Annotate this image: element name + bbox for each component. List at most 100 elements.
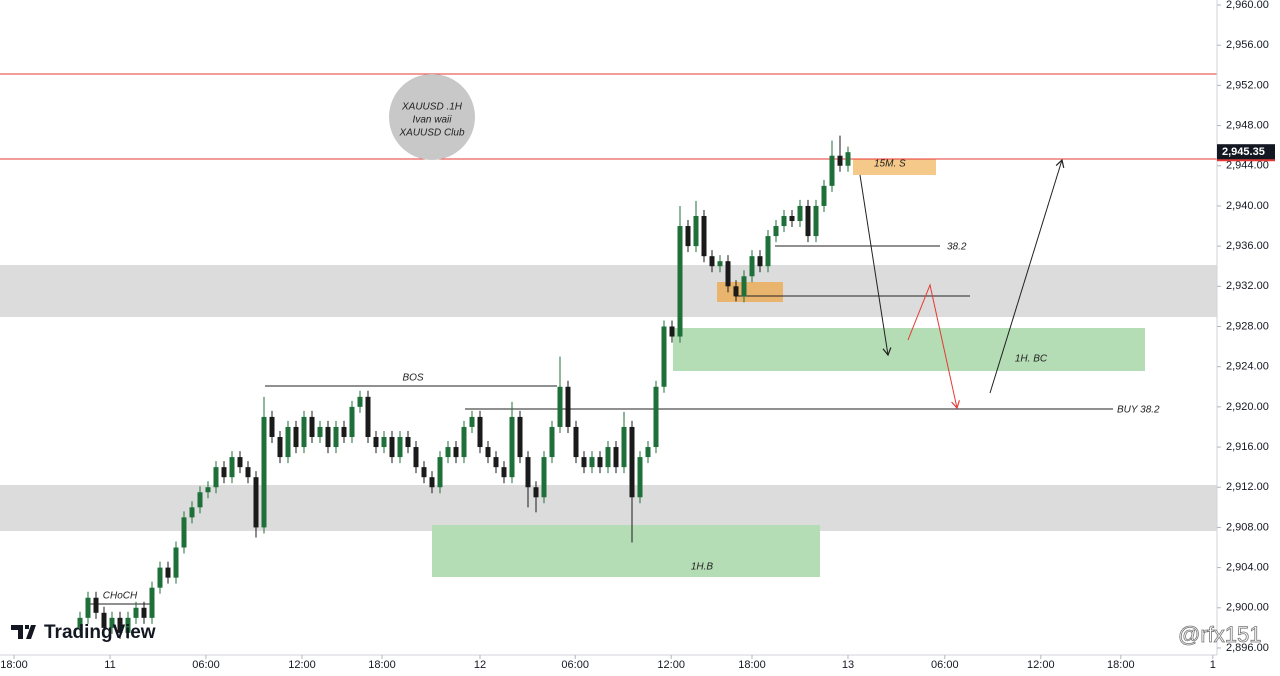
candle-body xyxy=(541,457,547,498)
candle-body xyxy=(285,426,291,458)
candle-body xyxy=(277,437,283,458)
x-tick-label: 18:00 xyxy=(368,659,396,671)
candle-body xyxy=(93,597,99,613)
y-tick-label: 2,952.00 xyxy=(1226,79,1269,91)
candle-body xyxy=(629,426,635,498)
candle-body xyxy=(357,396,363,407)
candle-body xyxy=(101,612,107,628)
candle-body xyxy=(493,457,499,468)
candle-body xyxy=(453,447,459,458)
logo-icon xyxy=(11,625,36,639)
candle-body xyxy=(445,447,451,458)
candle-body xyxy=(709,256,715,267)
candle-body xyxy=(797,205,803,222)
annotation: 38.2 xyxy=(947,242,967,253)
annotation: 15M. S xyxy=(874,159,906,170)
candle-body xyxy=(157,567,163,588)
candle-body xyxy=(165,567,171,578)
candles xyxy=(77,135,851,639)
candle-body xyxy=(149,587,155,618)
x-tick-label: 12:00 xyxy=(288,659,316,671)
candle-body xyxy=(501,467,507,478)
candle-body xyxy=(77,617,83,628)
arrow xyxy=(859,174,892,357)
x-tick-label: 06:00 xyxy=(561,659,589,671)
gray-zone xyxy=(0,265,1217,317)
candle-body xyxy=(517,416,523,458)
last-price-label: 2,945.35 xyxy=(1222,146,1265,158)
candle-body xyxy=(461,426,467,458)
candle-body xyxy=(381,437,387,448)
y-tick-label: 2,924.00 xyxy=(1226,361,1269,373)
candle-body xyxy=(613,447,619,468)
annotation: BUY 38.2 xyxy=(1117,405,1160,416)
candle-body xyxy=(717,261,723,267)
candle-body xyxy=(605,447,611,468)
candle-body xyxy=(293,426,299,448)
candle-body xyxy=(229,457,235,478)
candle-body xyxy=(581,457,587,468)
tradingview-logo: TradingView xyxy=(11,622,156,643)
candle-body xyxy=(557,386,563,427)
x-tick-label: 18:00 xyxy=(738,659,766,671)
arrow xyxy=(907,283,960,410)
candle-body xyxy=(757,256,763,267)
candle-body xyxy=(189,507,195,518)
candle-body xyxy=(197,492,203,508)
candle-body xyxy=(781,215,787,227)
candle-body xyxy=(309,416,315,438)
candle-body xyxy=(421,467,427,478)
candle-body xyxy=(573,426,579,458)
y-tick-label: 2,896.00 xyxy=(1226,642,1269,654)
candle-body xyxy=(173,547,179,578)
last-price-tag xyxy=(1217,144,1275,161)
candle-body xyxy=(525,457,531,488)
candle-body xyxy=(669,326,675,337)
candle-body xyxy=(749,256,755,277)
candle-body xyxy=(429,477,435,488)
y-tick-label: 2,932.00 xyxy=(1226,280,1269,292)
arrow xyxy=(989,158,1065,394)
candle-body xyxy=(509,416,515,478)
candle-body xyxy=(677,226,683,337)
candle-body xyxy=(597,457,603,468)
x-tick-label: 18:00 xyxy=(1107,659,1135,671)
candle-body xyxy=(213,467,219,488)
orange-zone xyxy=(853,159,936,175)
candle-body xyxy=(773,226,779,237)
candle-body xyxy=(117,617,123,633)
x-tick-label: 12:00 xyxy=(1027,659,1055,671)
candle-body xyxy=(341,426,347,438)
candle-body xyxy=(413,447,419,468)
annotation: 1H. BC xyxy=(1015,354,1048,365)
candle-body xyxy=(701,215,707,257)
y-tick-label: 2,940.00 xyxy=(1226,200,1269,212)
candle-body xyxy=(565,386,571,427)
candle-body xyxy=(549,426,555,458)
candle-body xyxy=(373,437,379,448)
candle-body xyxy=(301,416,307,448)
y-tick-label: 2,908.00 xyxy=(1226,521,1269,533)
info-circle xyxy=(389,74,475,160)
x-tick-label: 11 xyxy=(104,659,115,671)
candle-body xyxy=(533,487,539,498)
candle-body xyxy=(733,286,739,297)
y-tick-label: 2,944.00 xyxy=(1226,160,1269,172)
candle-body xyxy=(829,155,835,186)
candle-body xyxy=(405,437,411,448)
candle-body xyxy=(205,487,211,493)
candle-body xyxy=(109,617,115,628)
x-tick-label: 06:00 xyxy=(192,659,220,671)
candle-body xyxy=(333,426,339,448)
candle-body xyxy=(685,226,691,247)
candle-body xyxy=(477,416,483,448)
candle-body xyxy=(653,386,659,448)
candle-body xyxy=(253,477,259,528)
candle-body xyxy=(125,617,131,633)
candle-body xyxy=(221,467,227,478)
annotation: CHoCH xyxy=(103,591,138,602)
y-tick-label: 2,936.00 xyxy=(1226,240,1269,252)
candle-body xyxy=(437,457,443,488)
gray-zone xyxy=(0,485,1217,531)
